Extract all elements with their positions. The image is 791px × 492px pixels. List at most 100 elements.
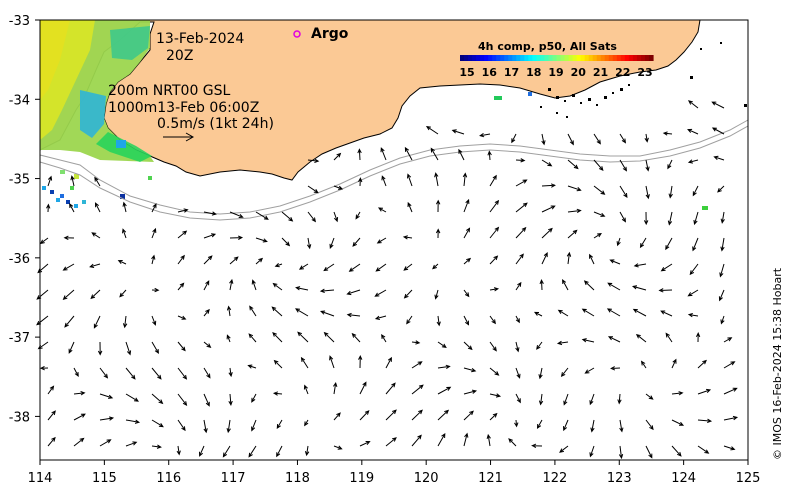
- current-arrow: [177, 230, 188, 239]
- current-arrow: [425, 125, 439, 135]
- x-tick-label: 123: [607, 471, 632, 486]
- current-arrow: [251, 279, 257, 291]
- legend-color-swatch: [588, 55, 594, 61]
- legend-color-swatch: [624, 55, 630, 61]
- legend-color-swatch: [648, 55, 654, 61]
- current-arrow: [437, 409, 450, 421]
- imos-credit: © IMOS 16-Feb-2024 15:38 Hobart: [771, 267, 784, 460]
- current-arrow: [99, 367, 109, 379]
- current-arrow: [122, 228, 127, 239]
- current-arrow: [177, 282, 185, 291]
- current-arrow: [536, 341, 543, 350]
- current-arrow: [177, 254, 185, 265]
- current-arrow: [559, 445, 569, 453]
- current-arrow: [69, 202, 75, 213]
- current-arrow: [403, 263, 413, 271]
- current-arrow: [375, 263, 387, 272]
- current-arrow: [73, 367, 79, 378]
- current-arrow: [36, 315, 49, 326]
- current-arrow: [541, 183, 556, 188]
- current-arrow: [437, 341, 447, 349]
- current-arrow: [329, 355, 335, 369]
- current-arrow: [463, 410, 474, 421]
- legend-color-swatch: [520, 55, 525, 61]
- current-arrow: [687, 159, 699, 164]
- x-tick-label: 118: [285, 471, 310, 486]
- current-arrow: [541, 205, 556, 213]
- current-arrow: [333, 152, 342, 161]
- current-arrow: [47, 385, 55, 395]
- current-arrow: [697, 418, 713, 423]
- isobath-label-200m: 200m NRT00 GSL: [108, 83, 231, 99]
- current-arrow: [323, 263, 335, 272]
- legend-color-swatch: [540, 55, 546, 61]
- current-arrow: [687, 289, 699, 297]
- current-arrow: [125, 441, 138, 447]
- current-arrow: [723, 361, 736, 369]
- current-arrow: [711, 101, 725, 109]
- current-arrow: [515, 341, 520, 353]
- current-arrow: [514, 419, 519, 428]
- current-arrow: [411, 384, 424, 395]
- current-arrow: [593, 133, 601, 145]
- current-arrow: [376, 237, 387, 244]
- current-arrow: [248, 445, 257, 458]
- current-arrow: [665, 237, 673, 251]
- argo-marker: [293, 30, 301, 38]
- current-arrow: [411, 361, 423, 369]
- y-tick-label: -38: [9, 410, 30, 425]
- current-arrow: [687, 100, 699, 109]
- legend-color-swatch: [628, 55, 634, 61]
- legend-color-swatch: [496, 55, 501, 61]
- current-arrow: [151, 444, 162, 449]
- current-arrow: [619, 185, 628, 198]
- current-arrow: [432, 263, 439, 270]
- current-arrow: [251, 393, 257, 403]
- current-arrow: [355, 211, 361, 220]
- current-arrow: [533, 311, 543, 317]
- current-arrow: [717, 185, 725, 193]
- current-arrow: [46, 203, 51, 213]
- current-arrow: [538, 393, 544, 406]
- current-arrow: [617, 393, 622, 405]
- current-arrow: [359, 441, 371, 447]
- current-arrow: [515, 226, 527, 239]
- current-arrow: [462, 172, 468, 187]
- legend-color-swatch: [552, 55, 558, 61]
- current-arrow: [560, 367, 569, 377]
- current-arrow: [407, 201, 413, 213]
- current-arrow: [541, 227, 553, 239]
- current-arrow: [177, 419, 186, 432]
- current-arrow: [489, 367, 500, 376]
- current-arrow: [609, 259, 621, 265]
- current-arrow: [671, 419, 685, 426]
- current-arrow: [119, 289, 127, 298]
- legend-colorbar: [460, 55, 654, 61]
- current-arrow: [723, 387, 738, 395]
- current-arrow: [662, 131, 673, 136]
- current-arrow: [281, 237, 291, 247]
- current-arrow: [255, 237, 268, 243]
- current-arrow: [693, 211, 699, 226]
- sst-patch: [40, 20, 708, 210]
- current-arrow: [607, 336, 621, 343]
- legend-color-swatch: [512, 55, 517, 61]
- current-arrow: [99, 416, 115, 421]
- current-arrow: [515, 179, 528, 187]
- y-tick-label: -35: [9, 173, 30, 188]
- legend-title: 4h comp, p50, All Sats: [478, 40, 617, 53]
- current-arrow: [300, 356, 309, 369]
- current-arrow: [720, 315, 725, 325]
- current-arrow: [567, 208, 582, 214]
- current-arrow: [515, 158, 526, 163]
- current-arrow: [640, 360, 647, 369]
- current-arrow: [304, 419, 309, 427]
- legend-color-swatch: [612, 55, 618, 61]
- current-arrow: [463, 389, 478, 395]
- current-arrow: [271, 306, 283, 317]
- current-arrow: [177, 341, 186, 352]
- current-arrow: [249, 305, 257, 317]
- current-arrow: [89, 263, 101, 268]
- current-arrow: [247, 364, 257, 369]
- current-arrow: [619, 419, 624, 433]
